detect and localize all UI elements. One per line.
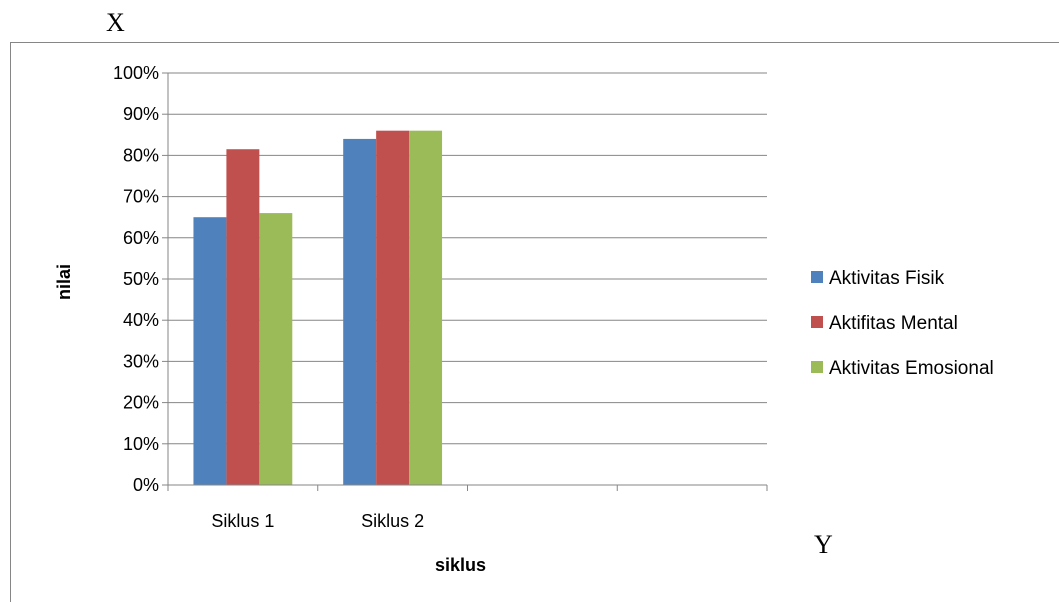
y-tick-label: 80% xyxy=(123,145,159,165)
x-axis-title: siklus xyxy=(435,555,486,575)
legend-swatch xyxy=(811,271,823,283)
bar xyxy=(193,217,227,485)
y-tick-label: 60% xyxy=(123,228,159,248)
bar xyxy=(343,138,377,486)
x-tick-label: Siklus 2 xyxy=(361,511,424,531)
y-tick-label: 30% xyxy=(123,351,159,371)
legend-label: Aktivitas Emosional xyxy=(829,358,994,379)
legend-swatch xyxy=(811,316,823,328)
bars xyxy=(193,130,443,486)
corner-label-x: X xyxy=(106,8,125,37)
bar xyxy=(259,213,293,485)
y-tick-label: 40% xyxy=(123,310,159,330)
y-tick-label: 100% xyxy=(113,63,159,83)
y-tick-label: 20% xyxy=(123,393,159,413)
bar xyxy=(376,130,410,485)
y-tick-label: 10% xyxy=(123,434,159,454)
y-tick-label: 50% xyxy=(123,269,159,289)
axes xyxy=(167,73,768,491)
y-tick-label: 0% xyxy=(133,475,159,495)
y-tick-label: 70% xyxy=(123,187,159,207)
legend-swatch xyxy=(811,361,823,373)
corner-label-y: Y xyxy=(814,530,833,559)
bar xyxy=(226,149,260,485)
bar xyxy=(409,130,443,485)
y-tick-labels: 0% 10% 20% 30% 40% 50% 60% 70% 80% 90% 100% xyxy=(113,63,159,495)
y-tick-label: 90% xyxy=(123,104,159,124)
chart-frame xyxy=(10,42,1059,602)
y-axis-title: nilai xyxy=(54,264,74,300)
legend: Aktivitas Fisik Aktifitas Mental Aktivitas… xyxy=(811,268,994,379)
x-tick-labels: Siklus 1 Siklus 2 xyxy=(211,511,424,531)
legend-label: Aktifitas Mental xyxy=(829,313,958,334)
x-tick-label: Siklus 1 xyxy=(211,511,274,531)
legend-label: Aktivitas Fisik xyxy=(829,268,945,289)
